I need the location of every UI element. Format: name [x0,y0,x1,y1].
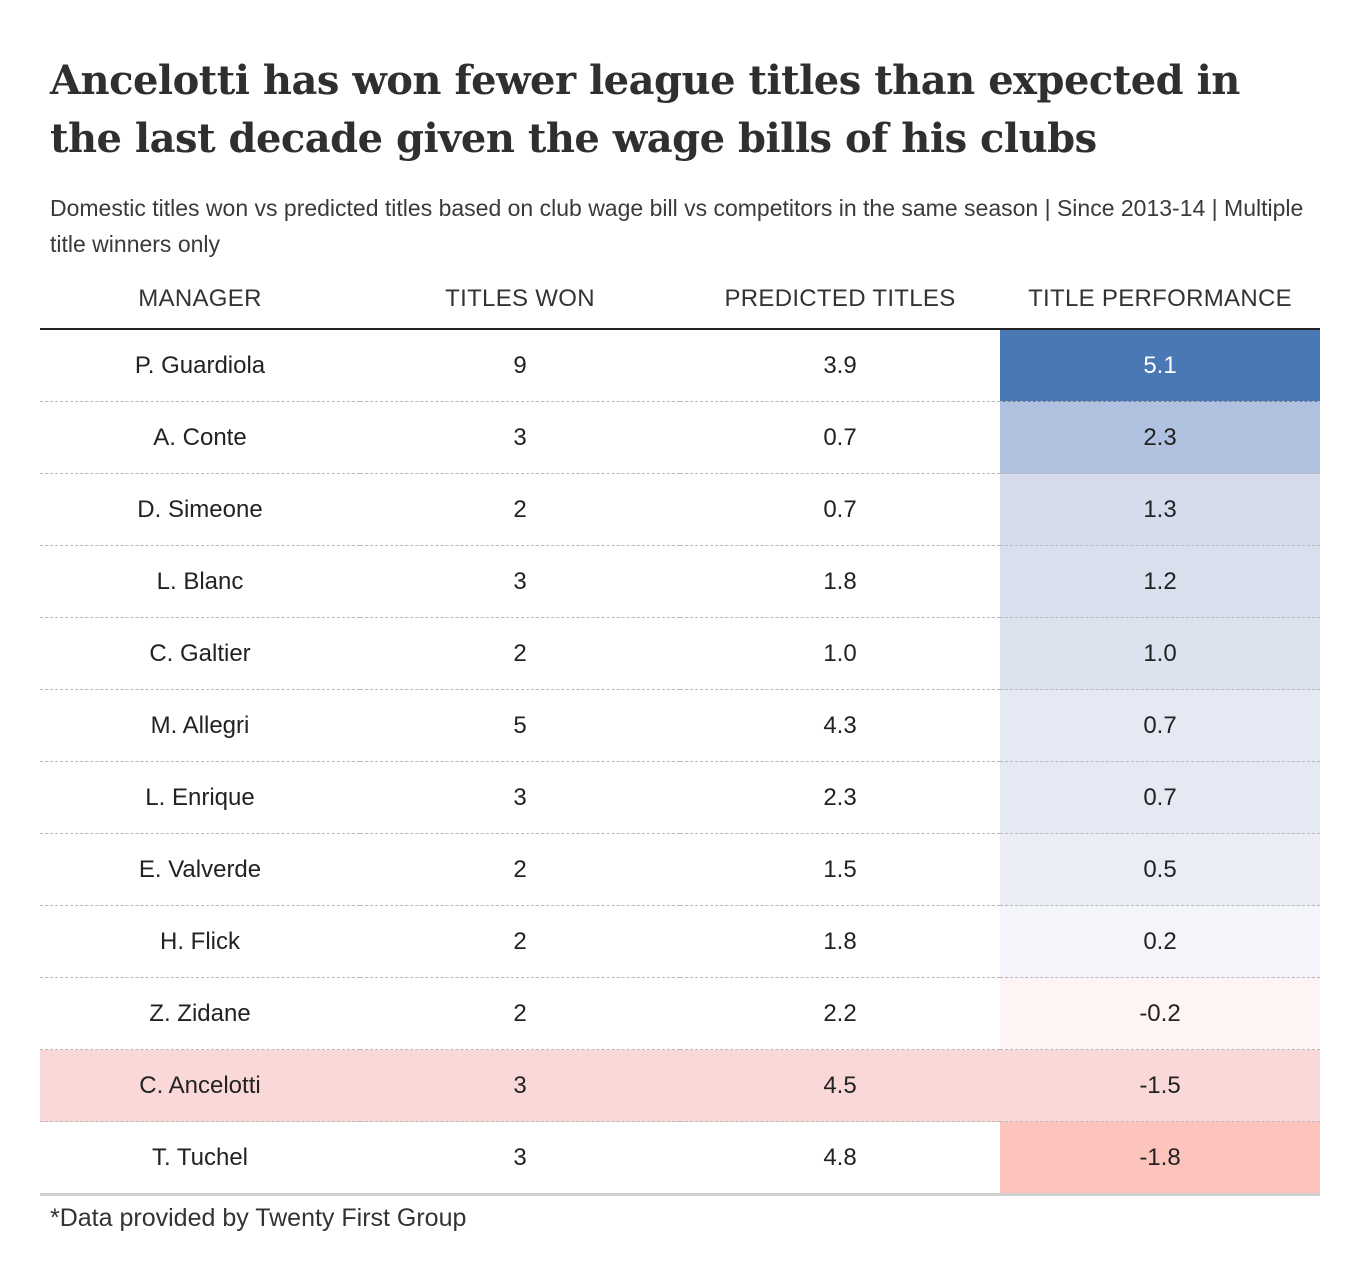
table-row: P. Guardiola 9 3.9 5.1 [40,329,1320,402]
manager-cell: T. Tuchel [40,1121,360,1196]
predicted-titles-cell: 0.7 [680,401,1000,474]
titles-won-cell: 2 [360,473,680,546]
table-row: E. Valverde 2 1.5 0.5 [40,833,1320,906]
manager-cell: A. Conte [40,401,360,474]
titles-won-cell: 3 [360,545,680,618]
predicted-titles-cell: 1.5 [680,833,1000,906]
title-performance-cell: 5.1 [1000,329,1320,402]
table-row: M. Allegri 5 4.3 0.7 [40,689,1320,762]
title-performance-cell: -1.5 [1000,1049,1320,1122]
titles-won-cell: 5 [360,689,680,762]
table-header-row: MANAGER TITLES WON PREDICTED TITLES TITL… [40,270,1320,330]
source-footnote: *Data provided by Twenty First Group [50,1204,467,1232]
title-performance-cell: 0.2 [1000,905,1320,978]
predicted-titles-cell: 4.8 [680,1121,1000,1196]
title-performance-cell: 1.2 [1000,545,1320,618]
predicted-titles-cell: 0.7 [680,473,1000,546]
title-performance-cell: 1.3 [1000,473,1320,546]
manager-cell: H. Flick [40,905,360,978]
table-row: L. Enrique 3 2.3 0.7 [40,761,1320,834]
predicted-titles-cell: 2.3 [680,761,1000,834]
table-row: Z. Zidane 2 2.2 -0.2 [40,977,1320,1050]
manager-cell: P. Guardiola [40,329,360,402]
manager-cell: C. Galtier [40,617,360,690]
titles-won-cell: 2 [360,905,680,978]
performance-table: MANAGER TITLES WON PREDICTED TITLES TITL… [40,270,1320,1196]
titles-won-cell: 3 [360,1049,680,1122]
title-performance-cell: -1.8 [1000,1121,1320,1196]
manager-cell: M. Allegri [40,689,360,762]
titles-won-cell: 2 [360,833,680,906]
titles-won-cell: 2 [360,617,680,690]
predicted-titles-cell: 2.2 [680,977,1000,1050]
manager-cell: L. Enrique [40,761,360,834]
table-row: C. Ancelotti 3 4.5 -1.5 [40,1049,1320,1122]
manager-cell: D. Simeone [40,473,360,546]
column-header-predicted-titles: PREDICTED TITLES [680,270,1000,330]
manager-cell: E. Valverde [40,833,360,906]
manager-cell: L. Blanc [40,545,360,618]
table-row: L. Blanc 3 1.8 1.2 [40,545,1320,618]
predicted-titles-cell: 1.8 [680,545,1000,618]
title-performance-cell: 0.5 [1000,833,1320,906]
chart-title: Ancelotti has won fewer league titles th… [50,57,1240,162]
manager-cell: C. Ancelotti [40,1049,360,1122]
table-row: D. Simeone 2 0.7 1.3 [40,473,1320,546]
predicted-titles-cell: 3.9 [680,329,1000,402]
titles-won-cell: 3 [360,401,680,474]
titles-won-cell: 3 [360,761,680,834]
predicted-titles-cell: 4.3 [680,689,1000,762]
column-header-title-performance: TITLE PERFORMANCE [1000,270,1320,330]
chart-subtitle: Domestic titles won vs predicted titles … [50,195,1304,257]
manager-cell: Z. Zidane [40,977,360,1050]
table-row: H. Flick 2 1.8 0.2 [40,905,1320,978]
column-header-manager: MANAGER [40,270,360,330]
title-performance-cell: 2.3 [1000,401,1320,474]
titles-won-cell: 9 [360,329,680,402]
predicted-titles-cell: 1.0 [680,617,1000,690]
title-performance-cell: 0.7 [1000,689,1320,762]
predicted-titles-cell: 1.8 [680,905,1000,978]
predicted-titles-cell: 4.5 [680,1049,1000,1122]
table-row: T. Tuchel 3 4.8 -1.8 [40,1121,1320,1196]
title-performance-cell: 1.0 [1000,617,1320,690]
column-header-titles-won: TITLES WON [360,270,680,330]
title-performance-cell: -0.2 [1000,977,1320,1050]
titles-won-cell: 3 [360,1121,680,1196]
table-row: C. Galtier 2 1.0 1.0 [40,617,1320,690]
table-row: A. Conte 3 0.7 2.3 [40,401,1320,474]
titles-won-cell: 2 [360,977,680,1050]
title-performance-cell: 0.7 [1000,761,1320,834]
